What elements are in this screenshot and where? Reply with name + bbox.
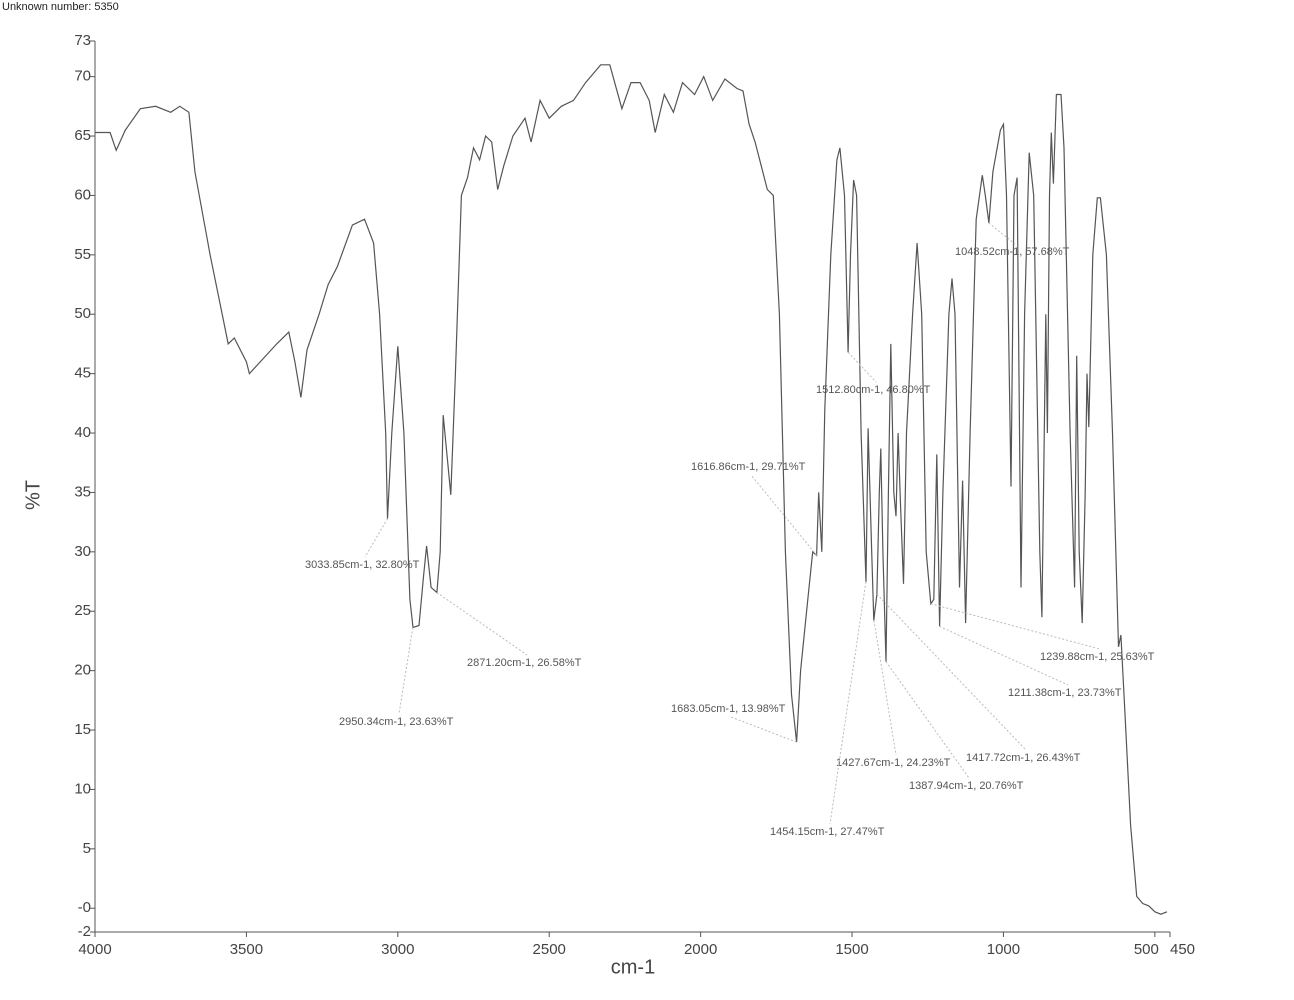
y-tick-label: 45 [74, 365, 91, 382]
annotation: 1387.94cm-1, 20.76%T [909, 780, 1024, 792]
y-tick-label: 73 [74, 32, 91, 49]
y-tick-label: 65 [74, 127, 91, 144]
y-tick-label: 35 [74, 483, 91, 500]
x-tick-label: 2000 [684, 941, 717, 958]
y-tick-label: 60 [74, 186, 91, 203]
y-tick-label: 40 [74, 424, 91, 441]
y-tick-label: -2 [78, 923, 91, 940]
y-tick-label: 10 [74, 780, 91, 797]
header: Unknown number: 5350 [2, 1, 119, 13]
x-tick-label: 2500 [533, 941, 566, 958]
annotation: 1616.86cm-1, 29.71%T [691, 461, 806, 473]
annotation-leader [930, 603, 1101, 650]
annotation: 2871.20cm-1, 26.58%T [467, 657, 582, 669]
y-axis-title: %T [22, 480, 44, 510]
annotation-leader [750, 474, 818, 556]
annotation-leader [873, 620, 897, 756]
x-tick-label: 450 [1170, 941, 1195, 958]
annotation: 1048.52cm-1, 57.68%T [955, 246, 1070, 258]
y-tick-label: 50 [74, 305, 91, 322]
x-tick-label: 1000 [987, 941, 1020, 958]
y-tick-label: -0 [78, 899, 91, 916]
x-tick-label: 3000 [381, 941, 414, 958]
annotation-leader [436, 592, 528, 656]
annotation-leader [988, 222, 1016, 245]
annotation-leader [364, 518, 388, 558]
x-tick-label: 3500 [230, 941, 263, 958]
annotation: 1417.72cm-1, 26.43%T [966, 752, 1081, 764]
y-tick-label: 5 [83, 840, 91, 857]
x-axis-title: cm-1 [611, 956, 655, 978]
spectrum-line [95, 64, 1168, 915]
y-tick-label: 25 [74, 602, 91, 619]
x-tick-label: 4000 [78, 941, 111, 958]
annotation: 1211.38cm-1, 23.73%T [1008, 687, 1122, 699]
annotation: 1512.80cm-1, 46.80%T [816, 384, 931, 396]
y-tick-label: 70 [74, 68, 91, 85]
annotation-leader [876, 593, 1027, 751]
annotation: 3033.85cm-1, 32.80%T [305, 559, 420, 571]
annotation: 1239.88cm-1, 25.63%T [1040, 651, 1155, 663]
annotation-leader [847, 351, 877, 383]
y-tick-label: 30 [74, 543, 91, 560]
x-tick-label: 1500 [835, 941, 868, 958]
y-tick-label: 15 [74, 721, 91, 738]
annotation: 2950.34cm-1, 23.63%T [339, 716, 454, 728]
annotation: 1683.05cm-1, 13.98%T [671, 703, 786, 715]
annotation-leader [829, 581, 867, 825]
y-tick-label: 55 [74, 246, 91, 263]
annotation-leader [939, 625, 1069, 686]
annotation: 1427.67cm-1, 24.23%T [836, 757, 951, 769]
x-tick-label: 500 [1134, 941, 1159, 958]
annotation-leader [730, 716, 797, 743]
y-tick-label: 20 [74, 662, 91, 679]
annotation-leader [398, 627, 414, 715]
annotation: 1454.15cm-1, 27.47%T [770, 826, 885, 838]
